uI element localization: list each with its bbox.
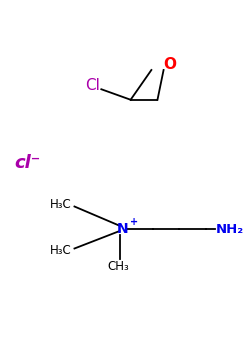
Text: CH₃: CH₃ — [108, 259, 129, 273]
Text: O: O — [163, 57, 176, 72]
Text: +: + — [130, 217, 138, 227]
Text: H₃C: H₃C — [50, 244, 72, 257]
Text: NH₂: NH₂ — [216, 223, 244, 236]
Text: H₃C: H₃C — [50, 198, 72, 211]
Text: N: N — [116, 222, 128, 236]
Text: cl⁻: cl⁻ — [15, 154, 41, 172]
Text: Cl: Cl — [85, 78, 100, 93]
